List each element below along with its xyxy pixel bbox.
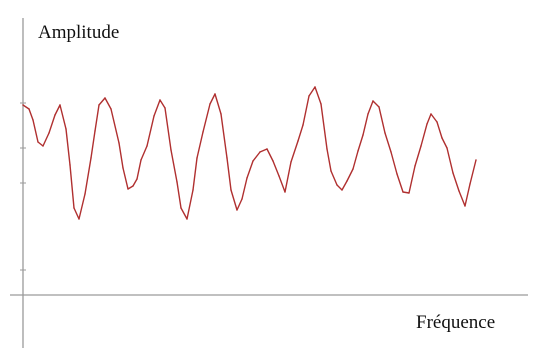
data-point — [314, 86, 316, 88]
data-point — [266, 148, 268, 150]
data-point — [59, 104, 61, 106]
data-point — [220, 113, 222, 115]
data-point — [164, 107, 166, 109]
data-point — [384, 132, 386, 134]
data-point — [140, 159, 142, 161]
data-point — [336, 184, 338, 186]
data-point — [202, 131, 204, 133]
data-point — [326, 148, 328, 150]
data-point — [357, 150, 359, 152]
data-point — [346, 180, 348, 182]
data-point — [352, 168, 354, 170]
x-axis-label: Fréquence — [416, 312, 496, 333]
data-point — [362, 134, 364, 136]
data-point — [90, 157, 92, 159]
data-point — [132, 185, 134, 187]
data-point — [236, 209, 238, 211]
data-point — [127, 188, 129, 190]
data-point — [464, 205, 466, 207]
data-point — [241, 198, 243, 200]
data-point — [28, 108, 30, 110]
data-point — [153, 115, 155, 117]
series-points — [22, 86, 477, 220]
data-point — [186, 218, 188, 220]
data-point — [284, 191, 286, 193]
data-point — [408, 192, 410, 194]
data-point — [367, 113, 369, 115]
series-line — [22, 86, 477, 220]
data-point — [320, 103, 322, 105]
data-point — [341, 189, 343, 191]
data-point — [214, 93, 216, 95]
data-point — [73, 207, 75, 209]
data-point — [390, 151, 392, 153]
data-point — [378, 106, 380, 108]
data-point — [94, 130, 96, 132]
data-point — [22, 104, 24, 106]
data-point — [469, 183, 471, 185]
data-point — [42, 145, 44, 147]
data-point — [170, 149, 172, 151]
data-point — [84, 193, 86, 195]
data-point — [272, 160, 274, 162]
data-point — [330, 170, 332, 172]
data-point — [226, 157, 228, 159]
data-point — [209, 103, 211, 105]
data-point — [118, 142, 120, 144]
data-point — [436, 121, 438, 123]
data-point — [458, 190, 460, 192]
data-point — [252, 160, 254, 162]
data-point — [297, 140, 299, 142]
data-point — [176, 181, 178, 183]
data-point — [48, 132, 50, 134]
data-point — [136, 178, 138, 180]
data-point — [430, 113, 432, 115]
data-point — [37, 141, 39, 143]
data-point — [230, 189, 232, 191]
data-point — [475, 159, 477, 161]
y-axis-label: Amplitude — [38, 22, 120, 43]
data-point — [146, 145, 148, 147]
data-point — [446, 147, 448, 149]
data-point — [159, 99, 161, 101]
data-point — [372, 100, 374, 102]
data-point — [426, 123, 428, 125]
data-point — [196, 157, 198, 159]
data-point — [290, 161, 292, 163]
data-point — [110, 108, 112, 110]
data-point — [180, 207, 182, 209]
data-point — [259, 151, 261, 153]
data-point — [414, 165, 416, 167]
data-point — [441, 137, 443, 139]
data-point — [402, 191, 404, 193]
data-point — [122, 167, 124, 169]
data-point — [32, 119, 34, 121]
data-point — [278, 175, 280, 177]
data-point — [65, 128, 67, 130]
data-point — [420, 145, 422, 147]
data-point — [452, 172, 454, 174]
data-point — [69, 164, 71, 166]
data-point — [104, 97, 106, 99]
data-point — [246, 177, 248, 179]
data-point — [192, 189, 194, 191]
data-point — [308, 95, 310, 97]
y-axis-ticks — [20, 102, 26, 271]
data-point — [98, 104, 100, 106]
data-point — [302, 124, 304, 126]
data-point — [396, 173, 398, 175]
data-point — [54, 114, 56, 116]
data-point — [78, 218, 80, 220]
